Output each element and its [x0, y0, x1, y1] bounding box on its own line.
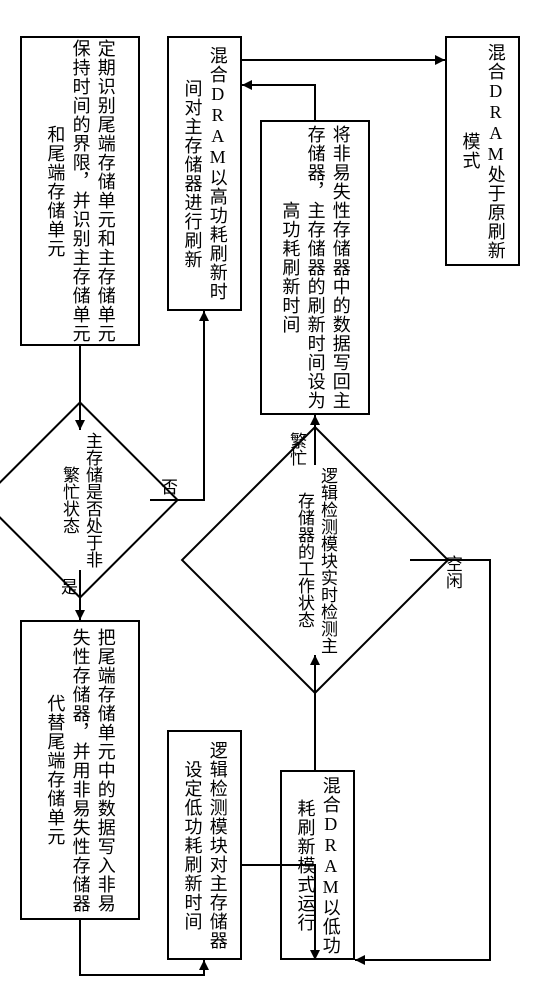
node-text: 将非易失性存储器中的数据写回主存储器，主存储器的刷新时间设为高功耗刷新时间 — [277, 122, 353, 413]
edge-label-idle: 空闲 — [440, 555, 465, 589]
node-text: 逻辑检测模块对主存储器设定低功耗刷新时间 — [179, 732, 229, 958]
node-identify-tail: 定期识别尾端存储单元和主存储单元保持时间的界限，并识别主存储单元和尾端存储单元 — [20, 36, 140, 346]
node-original-mode: 混合DRAM处于原刷新模式 — [445, 36, 520, 266]
node-text: 混合DRAM处于原刷新模式 — [457, 38, 507, 264]
node-text: 混合DRAM以低功耗刷新模式运行 — [292, 772, 342, 958]
node-text: 逻辑检测模块实时检测主存储器的工作状态 — [292, 465, 338, 655]
node-set-lowpower-time: 逻辑检测模块对主存储器设定低功耗刷新时间 — [167, 730, 242, 960]
node-writeback-main: 将非易失性存储器中的数据写回主存储器，主存储器的刷新时间设为高功耗刷新时间 — [260, 120, 370, 415]
edge-label-yes: 是 — [55, 578, 80, 595]
decision-busy-state: 主存储是否处于非繁忙状态 — [10, 430, 150, 570]
node-text: 主存储是否处于非繁忙状态 — [57, 430, 103, 570]
node-text: 把尾端存储单元中的数据写入非易失性存储器，并用非易失性存储器代替尾端存储单元 — [42, 622, 118, 918]
node-highpower-refresh: 混合DRAM以高功耗刷新时间对主存储器进行刷新 — [167, 36, 242, 311]
decision-logic-detect: 逻辑检测模块实时检测主存储器的工作状态 — [220, 465, 410, 655]
node-lowpower-run: 混合DRAM以低功耗刷新模式运行 — [280, 770, 355, 960]
edge-label-busy: 繁忙 — [284, 432, 309, 466]
node-write-nv: 把尾端存储单元中的数据写入非易失性存储器，并用非易失性存储器代替尾端存储单元 — [20, 620, 140, 920]
node-text: 定期识别尾端存储单元和主存储单元保持时间的界限，并识别主存储单元和尾端存储单元 — [42, 38, 118, 344]
node-text: 混合DRAM以高功耗刷新时间对主存储器进行刷新 — [179, 38, 229, 309]
edge-label-no: 否 — [155, 478, 180, 495]
